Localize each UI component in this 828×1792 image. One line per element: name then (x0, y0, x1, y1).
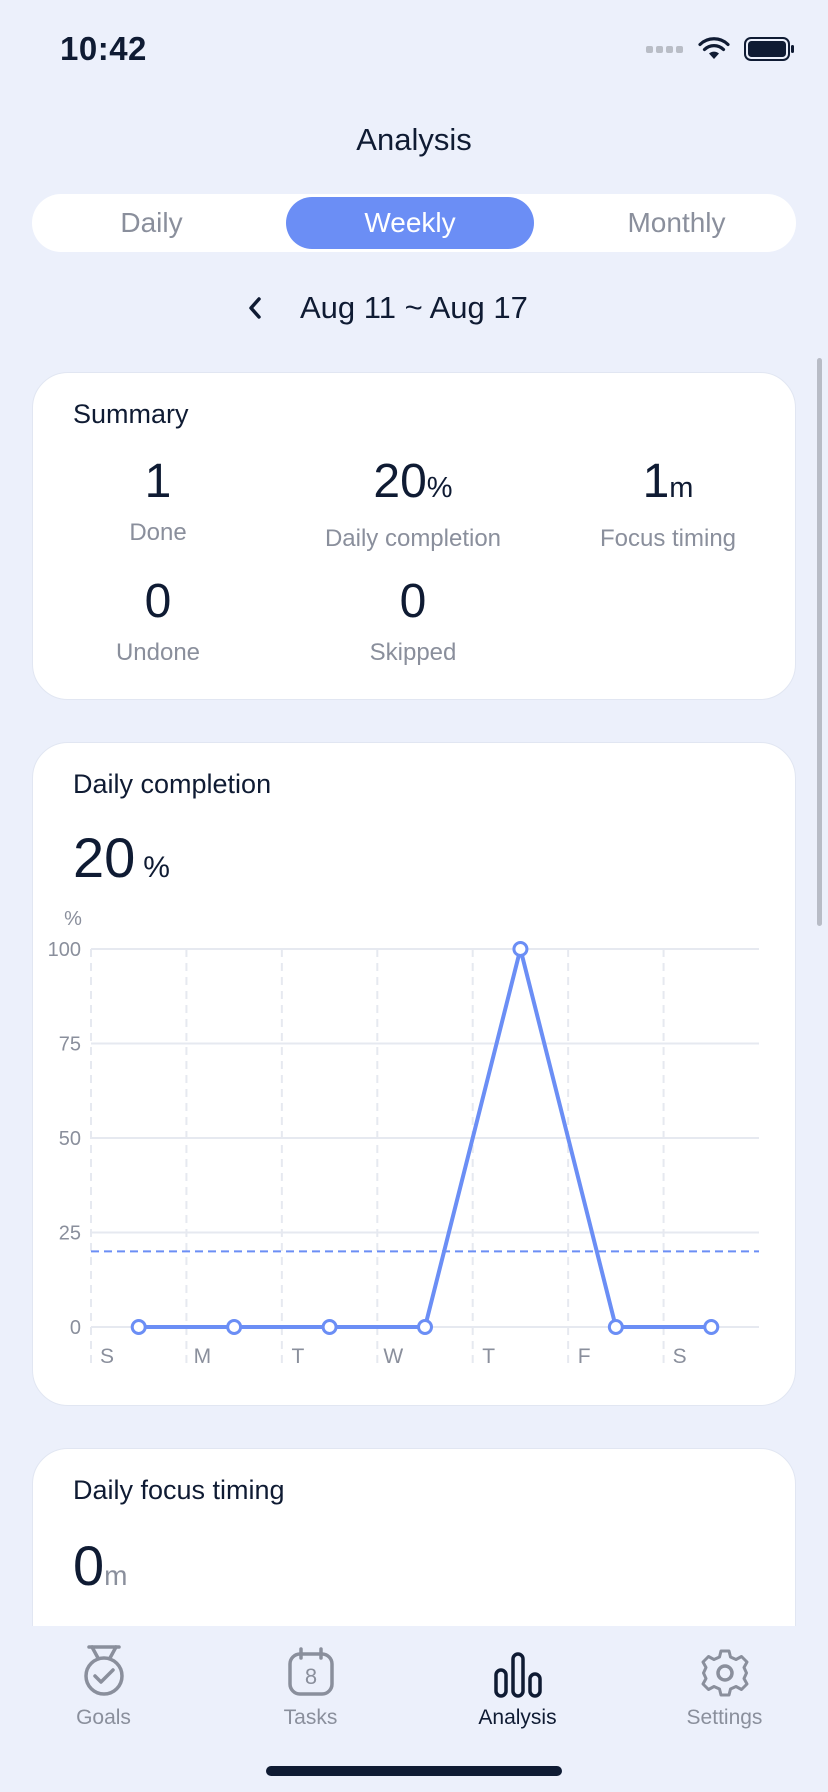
bar-chart-icon (493, 1652, 542, 1698)
tab-settings-label: Settings (686, 1706, 763, 1729)
daily-completion-card: Daily completion 20% % 0 25 50 75 100 S M T W T F S (32, 742, 796, 1406)
data-point (321, 1319, 338, 1335)
daily-completion-big-value: 20% (73, 825, 170, 890)
data-point (226, 1319, 243, 1335)
done-label: Done (129, 519, 187, 546)
daily-completion-label: Daily completion (324, 525, 502, 552)
summary-title: Summary (73, 399, 189, 429)
daily-completion-title: Daily completion (73, 769, 272, 799)
segment-monthly[interactable]: Monthly (627, 207, 726, 238)
data-point (703, 1319, 720, 1335)
calendar-badge: 8 (304, 1664, 316, 1689)
data-point (417, 1319, 433, 1335)
medal-icon (83, 1645, 124, 1696)
daily-completion-chart: % 0 25 50 75 100 S M T W T F S (48, 908, 759, 1368)
daily-focus-timing-title: Daily focus timing (73, 1475, 285, 1505)
done-value: 1 (144, 455, 172, 508)
x-tick-label: T (482, 1345, 495, 1368)
tab-settings[interactable]: Settings (621, 1636, 828, 1730)
scroll-indicator[interactable] (817, 358, 822, 926)
focus-timing-label: Focus timing (599, 525, 737, 552)
x-tick-label: F (578, 1345, 591, 1368)
skipped-label: Skipped (369, 639, 457, 666)
focus-timing-value: 1m (543, 453, 793, 517)
tab-tasks[interactable]: 8 Tasks (207, 1636, 414, 1730)
data-point (512, 941, 529, 957)
tab-goals[interactable]: Goals (0, 1636, 207, 1730)
wifi-icon (698, 37, 730, 59)
y-tick-label: 75 (59, 1034, 81, 1056)
daily-completion-unit: % (426, 472, 453, 504)
calendar-icon: 8 (287, 1647, 334, 1696)
daily-completion-number: 20 (373, 455, 427, 508)
tab-analysis-label: Analysis (478, 1706, 557, 1729)
x-tick-label: S (100, 1345, 114, 1368)
daily-completion-big-unit: % (143, 851, 170, 884)
tab-analysis[interactable]: Analysis (414, 1636, 621, 1730)
date-navigation: Aug 11 ~ Aug 17 (0, 288, 828, 328)
summary-card: Summary 1 Done 20% Daily completion 1m F… (32, 372, 796, 700)
stat-daily-completion: 20% Daily completion (288, 453, 538, 553)
stat-done: 1 Done (33, 453, 283, 547)
y-axis-unit-label: % (64, 908, 82, 930)
page-title: Analysis (356, 122, 472, 157)
previous-week-button[interactable] (240, 290, 270, 326)
x-tick-label: T (291, 1345, 304, 1368)
x-tick-label: M (194, 1345, 212, 1368)
status-time: 10:42 (60, 30, 147, 67)
y-tick-label: 25 (59, 1223, 81, 1245)
date-range-label: Aug 11 ~ Aug 17 (300, 290, 528, 325)
status-bar: 10:42 (0, 0, 828, 100)
focus-value-number: 0 (73, 1534, 105, 1597)
daily-completion-big-number: 20 (73, 826, 136, 889)
focus-timing-number: 1 (642, 455, 670, 508)
stat-focus-timing: 1m Focus timing (543, 453, 793, 553)
focus-timing-unit: m (669, 472, 694, 504)
daily-focus-timing-value: 0m (73, 1533, 127, 1598)
battery-icon (744, 37, 794, 61)
tab-bar: Goals 8 Tasks Analysis Sett (0, 1626, 828, 1792)
y-tick-label: 0 (70, 1317, 81, 1339)
stat-undone: 0 Undone (33, 573, 283, 667)
data-point (607, 1319, 624, 1335)
undone-value: 0 (144, 575, 172, 628)
gear-icon (701, 1649, 748, 1697)
focus-value-unit: m (104, 1560, 128, 1591)
data-point (130, 1319, 147, 1335)
tab-goals-label: Goals (76, 1706, 131, 1729)
daily-completion-value: 20% (288, 453, 538, 517)
segment-weekly[interactable]: Weekly (286, 197, 534, 249)
y-tick-label: 100 (48, 939, 81, 961)
stat-skipped: 0 Skipped (288, 573, 538, 667)
x-tick-label: S (673, 1345, 687, 1368)
status-icons (646, 36, 796, 62)
undone-label: Undone (115, 639, 201, 666)
cellular-signal-icon (646, 46, 683, 53)
skipped-value: 0 (399, 575, 427, 628)
period-segmented-control: Daily Weekly Monthly (32, 194, 796, 252)
y-tick-label: 50 (59, 1128, 81, 1150)
tab-tasks-label: Tasks (283, 1706, 338, 1729)
home-indicator[interactable] (266, 1766, 562, 1776)
x-tick-label: W (383, 1345, 403, 1368)
chevron-left-icon (249, 297, 261, 319)
segment-daily[interactable]: Daily (120, 207, 183, 238)
